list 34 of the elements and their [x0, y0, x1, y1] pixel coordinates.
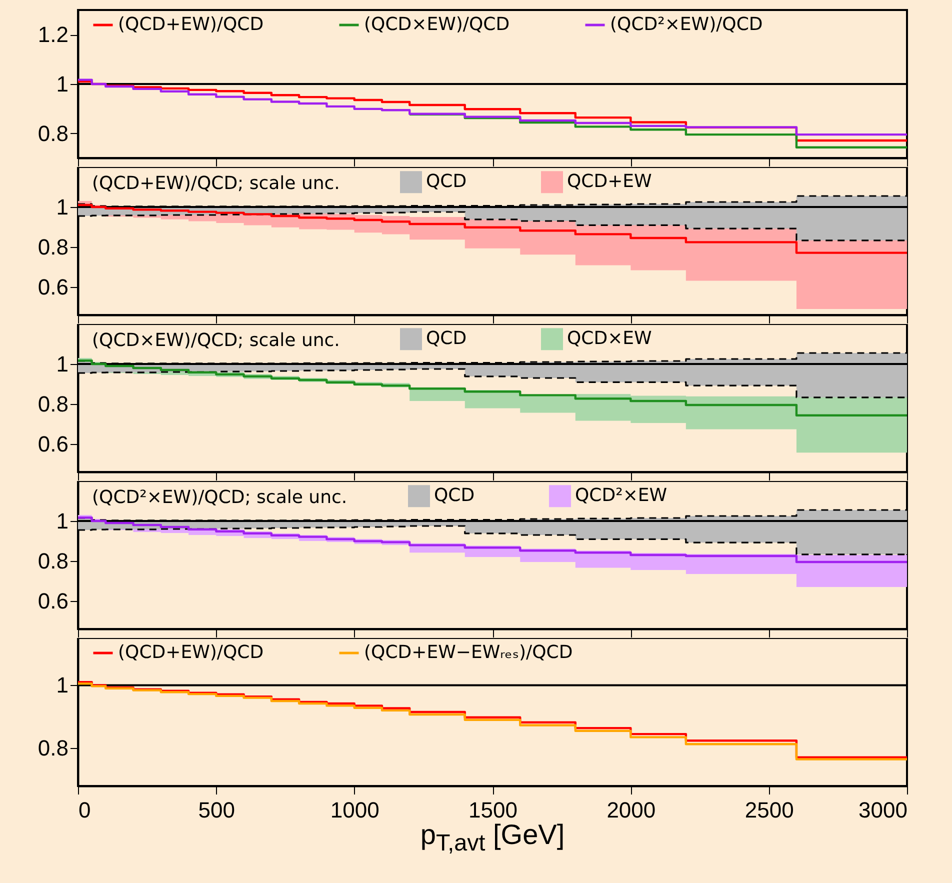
- y-tick-label: 0.8: [38, 234, 68, 260]
- legend-label: (QCD+EW)/QCD: [118, 642, 264, 663]
- y-tick-label: 0.8: [38, 120, 68, 146]
- y-tick-label: 1: [56, 508, 68, 534]
- x-tick-label: 1000: [330, 798, 380, 822]
- x-tick-label: 0: [78, 798, 91, 822]
- legend-label: (QCD+EW)/QCD: [118, 14, 264, 35]
- legend-title: (QCD×EW)/QCD; scale unc.: [92, 330, 340, 351]
- y-tick-label: 1: [56, 672, 68, 698]
- y-tick-label: 1.2: [38, 22, 68, 48]
- legend-label: QCD: [434, 485, 475, 506]
- legend-label: QCD×EW: [567, 328, 652, 350]
- y-tick-label: 0.8: [38, 548, 68, 574]
- y-tick-label: 0.6: [38, 274, 68, 300]
- legend-label: QCD: [426, 171, 467, 192]
- legend-title: (QCD²×EW)/QCD; scale unc.: [92, 487, 348, 508]
- y-tick-label: 0.6: [38, 432, 68, 456]
- y-tick-label: 1: [56, 352, 68, 376]
- legend-label: QCD: [426, 328, 467, 350]
- y-tick-label: 0.6: [38, 588, 68, 614]
- x-tick-label: 500: [198, 798, 236, 822]
- legend-label: QCD²×EW: [575, 485, 668, 506]
- y-tick-label: 0.8: [38, 736, 68, 761]
- legend-label: (QCD²×EW)/QCD: [610, 14, 763, 35]
- x-tick-label: 3000: [858, 798, 908, 822]
- x-tick-label: 2000: [606, 798, 656, 822]
- y-tick-label: 1: [56, 194, 68, 220]
- y-tick-label: 0.8: [38, 392, 68, 416]
- x-tick-label: 2500: [744, 798, 794, 822]
- legend-title: (QCD+EW)/QCD; scale unc.: [92, 173, 340, 194]
- y-tick-label: 1: [56, 72, 68, 96]
- legend-label: (QCD+EW−EWᵣₑₛ)/QCD: [364, 642, 573, 663]
- legend-label: (QCD×EW)/QCD: [364, 14, 510, 35]
- legend-label: QCD+EW: [567, 171, 652, 192]
